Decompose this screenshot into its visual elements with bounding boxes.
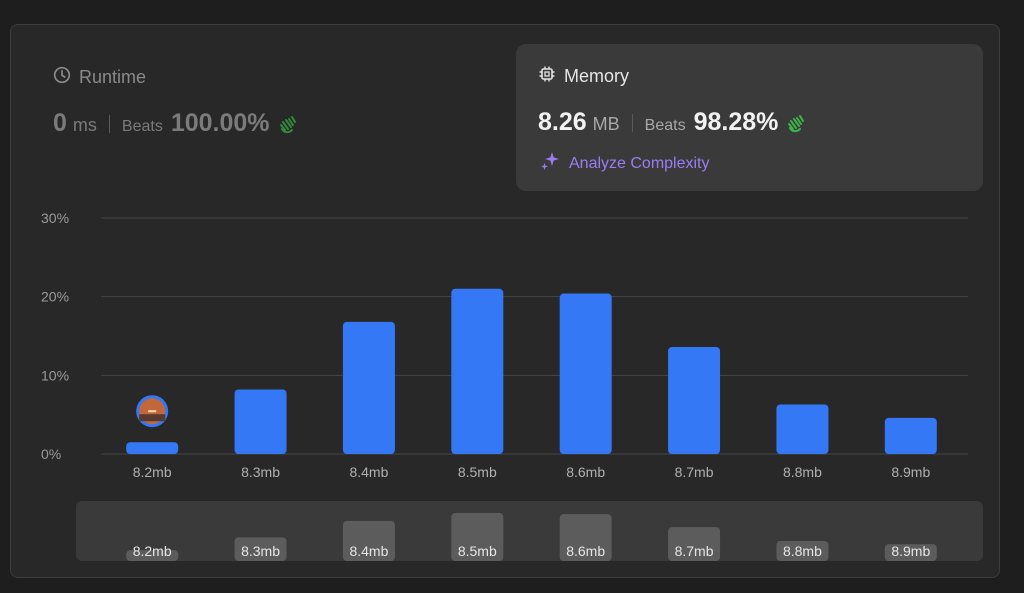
y-tick-label: 0%	[41, 446, 61, 462]
mini-bar-label: 8.6mb	[566, 543, 605, 559]
mini-bar-label: 8.9mb	[891, 543, 930, 559]
divider	[631, 113, 633, 132]
bar	[342, 321, 395, 454]
bar	[234, 389, 287, 454]
chip-icon	[538, 65, 556, 88]
x-tick-label: 8.3mb	[241, 464, 280, 480]
mini-bar	[559, 514, 612, 561]
runtime-stats: 0 ms Beats 100.00%	[53, 109, 298, 138]
runtime-beats-value: 100.00%	[170, 109, 270, 137]
mini-bar-label: 8.8mb	[783, 543, 822, 559]
sparkle-icon	[540, 151, 560, 176]
x-tick-label: 8.6mb	[566, 464, 605, 480]
x-tick-label: 8.5mb	[458, 464, 497, 480]
runtime-title: Runtime	[53, 66, 146, 89]
submission-detail-panel: Runtime 0 ms Beats 100.00% Memory 8.26 M…	[10, 24, 1000, 578]
y-tick-label: 10%	[41, 367, 69, 383]
x-tick-label: 8.2mb	[133, 464, 172, 480]
clap-icon	[276, 113, 298, 135]
avatar-sun	[148, 410, 157, 413]
x-tick-label: 8.7mb	[675, 464, 714, 480]
memory-beats-label: Beats	[644, 117, 686, 134]
memory-stats: 8.26 MB Beats 98.28%	[538, 108, 806, 137]
y-tick-label: 20%	[41, 289, 69, 305]
bar	[559, 293, 612, 454]
bar	[776, 404, 829, 454]
mini-bar	[342, 521, 395, 561]
bar	[668, 347, 721, 454]
avatar-shade	[139, 414, 166, 422]
analyze-complexity-link[interactable]: Analyze Complexity	[540, 151, 710, 176]
memory-unit: MB	[592, 114, 620, 134]
mini-bar-label: 8.7mb	[675, 543, 714, 559]
memory-title-label: Memory	[564, 66, 630, 86]
mini-bar	[126, 550, 179, 561]
x-tick-label: 8.9mb	[891, 464, 930, 480]
memory-distribution-chart: 0% 10% 20% 30% 8.2mb 8.2mb 8.3mb 8.3mb 8.4mb 8.4m…	[41, 210, 983, 561]
x-tick-label: 8.4mb	[349, 464, 388, 480]
divider	[108, 114, 110, 133]
mini-bar	[451, 513, 504, 561]
mini-bar-label: 8.4mb	[349, 543, 388, 559]
runtime-title-label: Runtime	[79, 67, 147, 87]
x-tick-label: 8.8mb	[783, 464, 822, 480]
mini-bar	[884, 544, 937, 561]
clock-icon	[53, 66, 71, 89]
y-tick-label: 30%	[41, 210, 69, 226]
memory-value: 8.26	[538, 108, 587, 136]
range-selector[interactable]	[76, 501, 983, 561]
mini-bar-label: 8.3mb	[241, 543, 280, 559]
bar	[126, 442, 179, 454]
bar	[451, 288, 504, 454]
clap-icon	[784, 112, 806, 134]
memory-beats-value: 98.28%	[693, 108, 779, 136]
runtime-unit: ms	[72, 115, 97, 135]
mini-bar	[776, 541, 829, 561]
runtime-value: 0	[53, 109, 67, 137]
mini-bar	[234, 537, 287, 561]
runtime-beats-label: Beats	[121, 118, 163, 135]
bar	[884, 417, 937, 454]
runtime-card[interactable]: Runtime 0 ms Beats 100.00%	[51, 65, 491, 195]
mini-bar-label: 8.2mb	[133, 543, 172, 559]
analyze-complexity-label: Analyze Complexity	[569, 154, 710, 172]
memory-card[interactable]: Memory 8.26 MB Beats 98.28% Analyze Comp…	[516, 44, 983, 191]
memory-title: Memory	[538, 65, 629, 88]
mini-bar-label: 8.5mb	[458, 543, 497, 559]
mini-bar	[668, 527, 721, 561]
